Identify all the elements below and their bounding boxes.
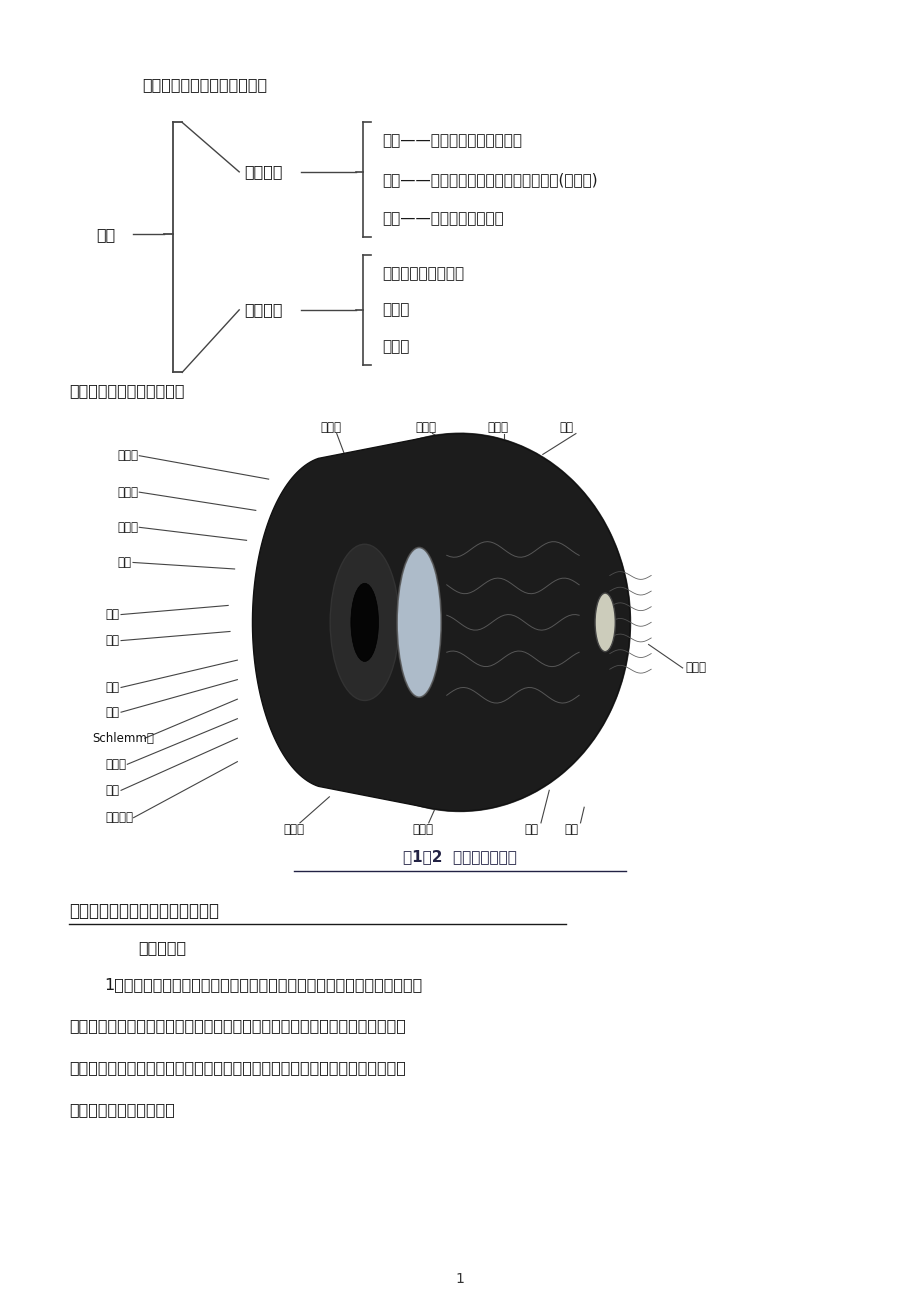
Text: Schlemm管: Schlemm管 <box>92 732 153 745</box>
Polygon shape <box>252 434 630 811</box>
Text: 角膜缘: 角膜缘 <box>106 758 127 771</box>
Text: （一）眼睑: （一）眼睑 <box>138 940 186 956</box>
Ellipse shape <box>330 544 399 700</box>
Text: 外层——角膜、巩膜（纤维层）: 外层——角膜、巩膜（纤维层） <box>381 133 521 148</box>
Text: 球结膜: 球结膜 <box>118 449 139 462</box>
Text: 眼球外壁: 眼球外壁 <box>244 164 282 180</box>
Text: 睫状体: 睫状体 <box>118 486 139 499</box>
Text: 睫状小带: 睫状小带 <box>106 811 133 824</box>
Text: 虹膜: 虹膜 <box>106 608 119 621</box>
Text: 角膜: 角膜 <box>118 556 131 569</box>
Text: 后房: 后房 <box>106 784 119 797</box>
Text: 脉络膜: 脉络膜 <box>487 421 508 434</box>
Text: 1、眼睑位于眼窝眶出口处，复盖眼球前面，分为上睑和下睑，上下睑之间: 1、眼睑位于眼窝眶出口处，复盖眼球前面，分为上睑和下睑，上下睑之间 <box>104 976 422 992</box>
Text: 锯齿缘: 锯齿缘 <box>320 421 341 434</box>
Text: 小梁网: 小梁网 <box>118 521 139 534</box>
Text: （二）眼球的组织结构如下：: （二）眼球的组织结构如下： <box>142 77 267 92</box>
Text: 视盘: 视盘 <box>563 823 577 836</box>
Text: 称为睑裂，边缘称为睑缘。上下睑缘交界处称为内眦和外眦，内眦组织内包围着: 称为睑裂，边缘称为睑缘。上下睑缘交界处称为内眦和外眦，内眦组织内包围着 <box>69 1018 405 1034</box>
Text: 眼球体内: 眼球体内 <box>244 302 282 318</box>
Text: 中层——虹膜、睫状体、脉胳膜、葡萄膜(血管层): 中层——虹膜、睫状体、脉胳膜、葡萄膜(血管层) <box>381 172 596 187</box>
Text: 玻璃体: 玻璃体 <box>381 339 409 354</box>
Text: 房水（前房、后房）: 房水（前房、后房） <box>381 266 463 281</box>
Ellipse shape <box>350 583 378 661</box>
Ellipse shape <box>329 475 608 769</box>
Text: 眼球的解剖图如图１－２。: 眼球的解剖图如图１－２。 <box>69 383 185 398</box>
Ellipse shape <box>397 547 441 698</box>
Text: 视神经: 视神经 <box>685 661 706 674</box>
Text: 黄斑: 黄斑 <box>524 823 538 836</box>
Text: 瞳孔: 瞳孔 <box>106 634 119 647</box>
Ellipse shape <box>595 594 615 651</box>
Text: 晶状体: 晶状体 <box>283 823 304 836</box>
Text: 晶状体: 晶状体 <box>381 302 409 318</box>
Polygon shape <box>317 445 611 582</box>
Ellipse shape <box>289 434 630 811</box>
Text: 前房: 前房 <box>106 681 119 694</box>
Text: 眼球: 眼球 <box>96 227 116 242</box>
Text: 视网膜: 视网膜 <box>415 421 437 434</box>
Text: 玻璃体: 玻璃体 <box>412 823 433 836</box>
Text: 内层——视网膜（神经层）: 内层——视网膜（神经层） <box>381 211 503 227</box>
Text: 图1－2  眼球矢状剖面图: 图1－2 眼球矢状剖面图 <box>403 849 516 865</box>
Text: 房角: 房角 <box>106 706 119 719</box>
Text: 巩膜: 巩膜 <box>559 421 573 434</box>
Text: 一个肉状隆起物，称为泪阜。上下睑缘内眦部各有一个小孔称为上下泪小点，该: 一个肉状隆起物，称为泪阜。上下睑缘内眦部各有一个小孔称为上下泪小点，该 <box>69 1060 405 1075</box>
Text: 1: 1 <box>455 1272 464 1285</box>
Text: 三、视觉器官各部分的构造及功能: 三、视觉器官各部分的构造及功能 <box>69 902 219 921</box>
Text: 小点是泪液排泄的出口。: 小点是泪液排泄的出口。 <box>69 1101 175 1117</box>
